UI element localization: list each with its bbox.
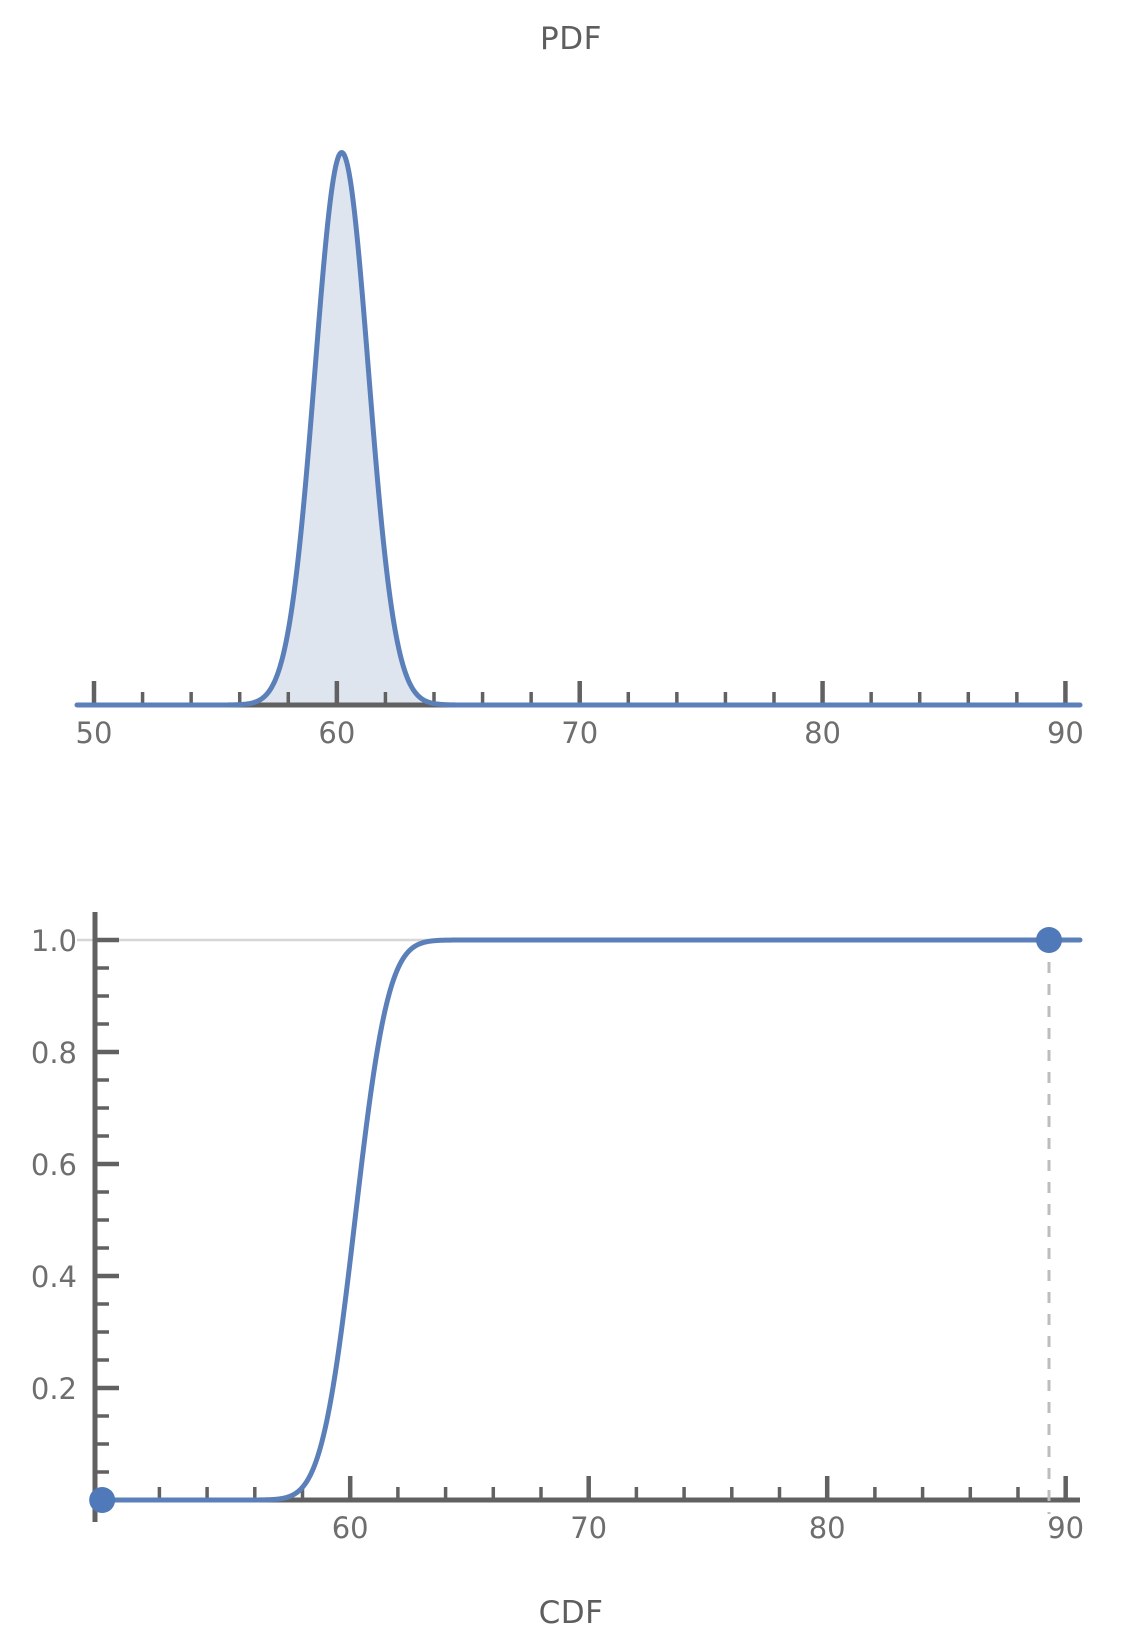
pdf-plot-title: PDF bbox=[540, 21, 602, 57]
cdf-curve bbox=[92, 937, 1083, 1503]
pdf-x-tick-label: 90 bbox=[1047, 716, 1084, 750]
cdf-y-tick-label: 0.8 bbox=[31, 1036, 77, 1070]
cdf-plot-title: CDF bbox=[538, 1595, 604, 1631]
cdf-x-tick-label: 60 bbox=[332, 1511, 369, 1545]
pdf-x-minor-ticks bbox=[140, 692, 1019, 703]
pdf-density-curve bbox=[74, 150, 1083, 708]
cdf-plot-area: 60 70 80 90 0.2 0.4 0.6 0.8 1.0 bbox=[31, 912, 1084, 1545]
pdf-x-tick-label: 70 bbox=[561, 716, 598, 750]
cdf-y-ticks: 0.2 0.4 0.6 0.8 1.0 bbox=[31, 924, 119, 1474]
cdf-y-tick-label: 0.6 bbox=[31, 1148, 77, 1182]
lower-endpoint-marker bbox=[89, 1487, 116, 1513]
cdf-x-tick-label: 80 bbox=[809, 1511, 846, 1545]
cdf-y-tick-label: 1.0 bbox=[31, 924, 77, 958]
cdf-x-tick-label: 90 bbox=[1047, 1511, 1084, 1545]
cdf-x-ticks: 60 70 80 90 bbox=[157, 1476, 1084, 1545]
pdf-area-fill bbox=[77, 152, 1080, 706]
cdf-panel: CDF 60 70 80 90 0.2 0.4 0.6 0.8 1.0 bbox=[0, 786, 1142, 1629]
cdf-y-tick-label: 0.4 bbox=[31, 1260, 77, 1294]
pdf-x-tick-label: 80 bbox=[804, 716, 841, 750]
pdf-x-tick-label: 60 bbox=[318, 716, 355, 750]
upper-endpoint-marker bbox=[1035, 927, 1062, 953]
pdf-panel: PDF 50 60 70 80 90 bbox=[0, 0, 1142, 786]
pdf-x-major-ticks: 50 60 70 80 90 bbox=[76, 681, 1084, 750]
pdf-x-tick-label: 50 bbox=[76, 716, 113, 750]
cdf-x-tick-label: 70 bbox=[570, 1511, 607, 1545]
pdf-plot-area: 50 60 70 80 90 bbox=[74, 150, 1084, 750]
cdf-y-tick-label: 0.2 bbox=[31, 1372, 77, 1406]
